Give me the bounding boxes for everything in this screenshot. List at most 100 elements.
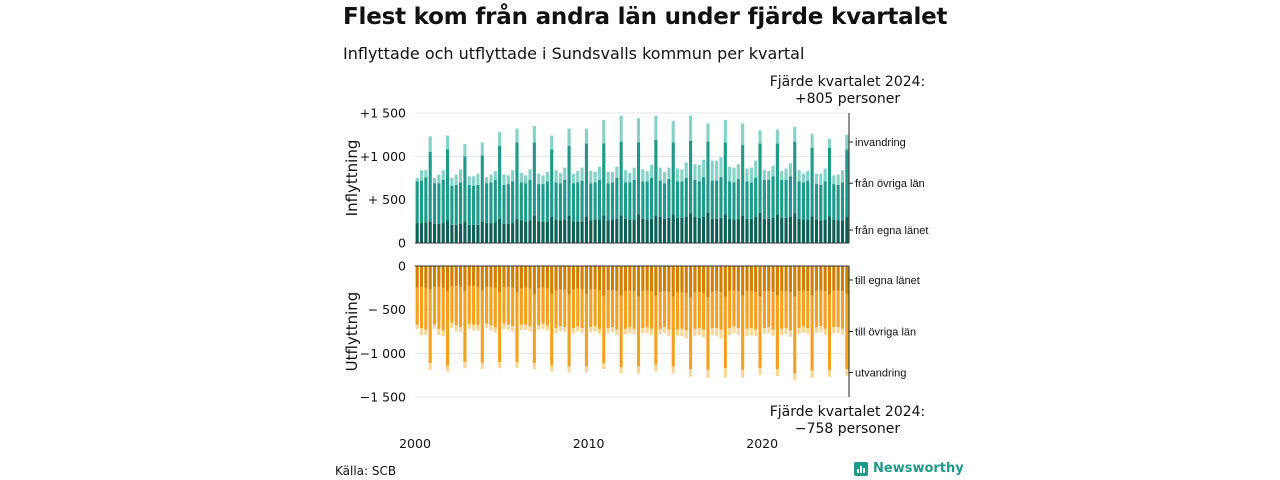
bar-out-emigration <box>649 328 654 335</box>
bar-out-other-counties <box>845 293 849 370</box>
bar-out-emigration <box>775 369 779 377</box>
y-axis-label-top: Inflyttning <box>343 140 361 217</box>
bar-in-own-county <box>845 217 849 243</box>
bar-out-emigration <box>537 325 541 330</box>
bar-in-immigration <box>793 126 797 142</box>
bar-in-other-counties <box>684 178 688 217</box>
bar-out-other-counties <box>467 286 471 324</box>
bar-out-emigration <box>671 366 675 374</box>
bar-out-other-counties <box>532 294 536 363</box>
bar-in-other-counties <box>589 183 593 221</box>
bar-in-other-counties <box>580 180 584 222</box>
bar-in-other-counties <box>550 149 554 217</box>
bar-in-other-counties <box>658 180 662 217</box>
bar-in-other-counties <box>793 141 797 214</box>
bar-out-own-county <box>793 266 797 297</box>
bar-in-immigration <box>680 169 684 182</box>
bar-in-own-county <box>693 217 697 243</box>
bar-in-immigration <box>662 171 667 184</box>
bar-in-other-counties <box>554 182 558 220</box>
bar-out-emigration <box>645 327 649 334</box>
bar-out-emigration <box>450 322 454 329</box>
y-axis-label-bottom: Utflyttning <box>343 292 361 372</box>
bar-in-immigration <box>788 163 792 177</box>
newsworthy-icon <box>854 461 868 476</box>
bar-in-other-counties <box>563 179 567 220</box>
bar-out-other-counties <box>554 290 558 328</box>
bar-in-own-county <box>545 221 549 243</box>
chart-subtitle: Inflyttade och utflyttade i Sundsvalls k… <box>343 44 805 63</box>
bar-in-own-county <box>680 217 684 243</box>
bar-in-immigration <box>472 176 476 186</box>
bar-out-own-county <box>745 266 749 292</box>
bar-in-other-counties <box>493 179 497 223</box>
bar-out-own-county <box>728 266 732 292</box>
bar-in-immigration <box>775 129 779 144</box>
bar-out-other-counties <box>454 286 458 326</box>
bar-in-immigration <box>702 159 706 178</box>
bar-out-emigration <box>632 328 636 335</box>
bar-in-other-counties <box>641 181 645 219</box>
bar-out-emigration <box>441 330 445 336</box>
bar-in-immigration <box>511 170 515 182</box>
bar-out-own-county <box>723 266 727 297</box>
bar-in-other-counties <box>541 184 545 222</box>
legend-label-in-0: från egna länet <box>855 225 928 237</box>
bar-out-own-county <box>636 266 641 297</box>
bar-out-emigration <box>819 326 823 333</box>
bar-out-emigration <box>485 323 489 329</box>
bar-out-own-county <box>823 266 827 292</box>
bar-in-immigration <box>676 168 680 182</box>
bar-in-own-county <box>524 221 528 243</box>
bar-in-immigration <box>758 130 762 144</box>
y-tick-label-top: + 500 <box>368 192 406 207</box>
bar-out-emigration <box>424 329 428 335</box>
bar-out-other-counties <box>463 290 467 363</box>
bar-in-other-counties <box>736 178 740 219</box>
bar-out-other-counties <box>758 296 762 369</box>
bar-out-other-counties <box>437 286 441 329</box>
bar-out-own-county <box>619 266 623 296</box>
bar-in-other-counties <box>445 149 450 221</box>
bar-in-own-county <box>814 219 819 243</box>
bar-in-other-counties <box>723 142 727 215</box>
bar-in-immigration <box>554 170 558 183</box>
bar-out-own-county <box>515 266 519 293</box>
bar-out-own-county <box>754 266 758 293</box>
bar-in-immigration <box>545 171 549 182</box>
bar-out-own-county <box>741 266 745 296</box>
bar-in-immigration <box>827 139 832 148</box>
bar-in-immigration <box>580 167 584 181</box>
bar-in-own-county <box>658 217 662 243</box>
bar-in-own-county <box>589 220 593 243</box>
bar-out-own-county <box>502 266 506 287</box>
bar-out-other-counties <box>506 286 510 325</box>
bar-in-other-counties <box>771 176 775 218</box>
bar-in-immigration <box>736 164 740 179</box>
bar-out-own-county <box>628 266 632 291</box>
bar-out-own-county <box>450 266 454 287</box>
bar-in-other-counties <box>463 156 467 222</box>
bar-in-own-county <box>467 224 471 243</box>
bar-in-immigration <box>519 172 523 183</box>
bar-out-other-counties <box>780 291 784 329</box>
bar-in-immigration <box>840 170 845 183</box>
bar-in-immigration <box>645 171 649 182</box>
bar-out-other-counties <box>767 291 771 328</box>
bar-out-own-county <box>498 266 502 293</box>
bar-out-other-counties <box>480 290 484 363</box>
bar-in-immigration <box>459 169 463 183</box>
bar-in-own-county <box>810 216 814 243</box>
bar-in-immigration <box>649 165 654 178</box>
bar-out-own-county <box>676 266 680 293</box>
bar-out-other-counties <box>693 292 697 329</box>
bar-out-emigration <box>606 328 610 334</box>
bar-in-immigration <box>667 167 671 179</box>
bar-in-own-county <box>780 217 784 243</box>
bar-in-other-counties <box>719 177 723 218</box>
y-tick-label-top: +1 000 <box>360 149 406 164</box>
bar-in-own-county <box>567 215 571 243</box>
bar-out-other-counties <box>445 291 450 366</box>
bar-out-emigration <box>545 325 549 331</box>
bar-in-other-counties <box>767 179 771 219</box>
